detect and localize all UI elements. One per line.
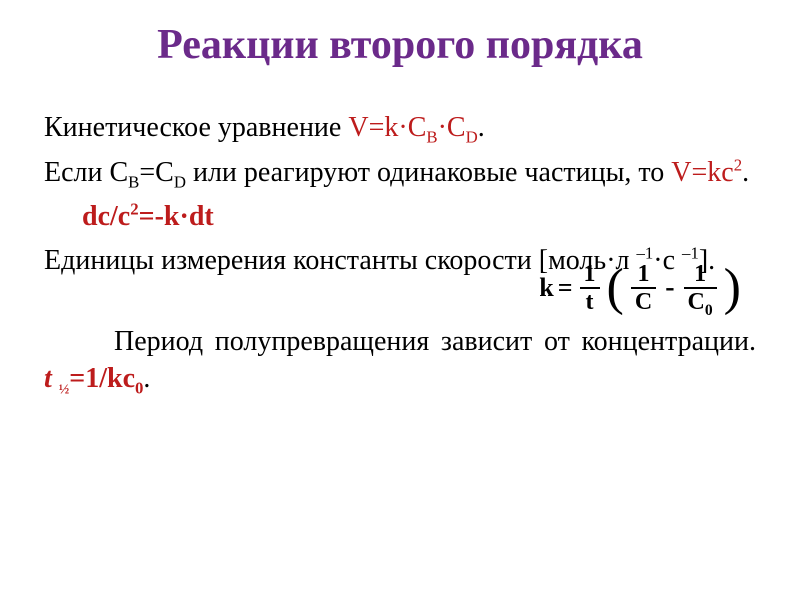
text: Период полупревращения зависит от концен… <box>114 326 800 357</box>
denominator: t <box>582 290 598 314</box>
denominator: C0 <box>684 290 717 314</box>
text: Единицы измерения константы скорости [мо… <box>44 245 606 276</box>
denominator: C <box>631 290 656 314</box>
numerator: 1 <box>580 262 600 286</box>
numerator: 1 <box>634 262 654 286</box>
subscript-B: B <box>128 172 139 191</box>
subscript-D: D <box>174 172 186 191</box>
text: . <box>478 112 485 143</box>
text: Кинетическое уравнение <box>44 112 348 143</box>
slide: Реакции второго порядка Кинетическое ура… <box>0 0 800 600</box>
fraction-1-over-C: 1 C <box>631 262 656 314</box>
fraction-1-over-t: 1 t <box>580 262 600 314</box>
symbol-k: k <box>539 273 553 303</box>
minus-sign: - <box>665 272 674 304</box>
paragraph-differential: dс/с2=-k·dt <box>44 199 756 235</box>
right-paren: ) <box>724 267 741 309</box>
equation-differential: dс/с2=-k·dt <box>82 201 214 232</box>
equation-Vkc2: V=kс2 <box>671 157 742 188</box>
text: или реагируют одинаковые частицы, то <box>186 157 671 188</box>
numerator: 1 <box>690 262 710 286</box>
text: . <box>742 157 749 188</box>
fraction-1-over-C0: 1 C0 <box>684 262 717 314</box>
text: =С <box>139 157 173 188</box>
equation-rate-constant-k: k = 1 t ( 1 C - 1 C0 ) <box>539 262 745 314</box>
text: . <box>143 363 150 394</box>
text: Если С <box>44 157 128 188</box>
slide-title: Реакции второго порядка <box>44 22 756 68</box>
equation-half-life: t ½=1/kс0 <box>44 363 143 394</box>
paragraph-equal-concentrations: Если СB=СD или реагируют одинаковые част… <box>44 155 756 191</box>
equation-V: V=k·СB·СD <box>348 112 477 143</box>
left-paren: ( <box>607 267 624 309</box>
equals-sign: = <box>558 273 573 303</box>
paragraph-kinetic-equation: Кинетическое уравнение V=k·СB·СD. <box>44 110 756 146</box>
